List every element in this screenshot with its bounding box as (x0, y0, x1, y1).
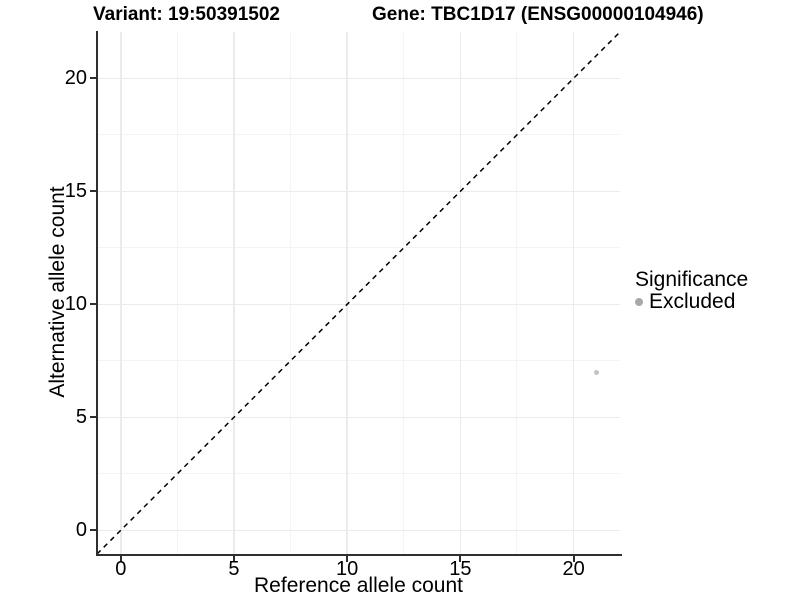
gridline-minor-horizontal (97, 247, 620, 249)
plot-panel (97, 32, 620, 554)
legend: Significance Excluded (635, 269, 748, 313)
legend-title: Significance (635, 268, 749, 291)
y-tick-mark (89, 303, 96, 306)
gridline-minor-vertical (403, 32, 405, 554)
identity-line-layer (97, 32, 620, 554)
y-tick-mark (89, 416, 96, 419)
y-axis-line (95, 31, 98, 556)
gridline-major-vertical (120, 32, 122, 554)
gridline-major-horizontal (97, 303, 620, 306)
gridline-major-horizontal (97, 529, 620, 532)
gridline-major-horizontal (97, 77, 620, 80)
x-tick-label: 5 (228, 558, 240, 580)
y-tick-label: 5 (75, 406, 87, 429)
data-point-excluded (593, 369, 599, 375)
gridline-major-vertical (572, 32, 575, 554)
y-axis-title: Alternative allele count (46, 186, 69, 398)
plot-title-variant: Variant: 19:50391502 (93, 4, 280, 25)
x-tick-mark (459, 556, 462, 562)
y-tick-mark (89, 190, 96, 193)
x-tick-label: 10 (336, 558, 359, 580)
y-tick-label: 10 (64, 293, 87, 316)
gridline-minor-vertical (516, 32, 518, 554)
gridline-major-horizontal (97, 190, 620, 193)
y-tick-label: 20 (64, 67, 87, 90)
x-axis-title: Reference allele count (254, 574, 463, 597)
gridline-minor-horizontal (97, 473, 620, 475)
gridline-minor-vertical (176, 32, 178, 554)
legend-item-excluded: Excluded (635, 291, 748, 313)
x-tick-label: 15 (449, 558, 472, 580)
x-tick-mark (346, 556, 349, 562)
gridline-minor-vertical (290, 32, 292, 554)
x-tick-label: 0 (115, 558, 127, 580)
gridline-major-horizontal (97, 416, 620, 419)
gridline-minor-horizontal (97, 134, 620, 136)
plot-title-gene: Gene: TBC1D17 (ENSG00000104946) (372, 4, 704, 25)
y-tick-label: 0 (75, 519, 87, 542)
x-tick-mark (119, 556, 122, 562)
y-tick-mark (89, 77, 96, 80)
gridline-major-vertical (346, 32, 348, 554)
x-tick-label: 20 (562, 558, 585, 580)
legend-key-dot (635, 298, 643, 306)
gridline-major-vertical (459, 32, 462, 554)
x-tick-mark (572, 556, 575, 562)
gridline-minor-horizontal (97, 360, 620, 362)
identity-dashed-line (97, 32, 620, 554)
y-tick-mark (89, 529, 96, 532)
gridline-major-vertical (233, 32, 235, 554)
legend-item-label: Excluded (649, 290, 736, 313)
x-axis-line (95, 554, 622, 556)
y-tick-label: 15 (64, 180, 87, 203)
x-tick-mark (232, 556, 235, 562)
